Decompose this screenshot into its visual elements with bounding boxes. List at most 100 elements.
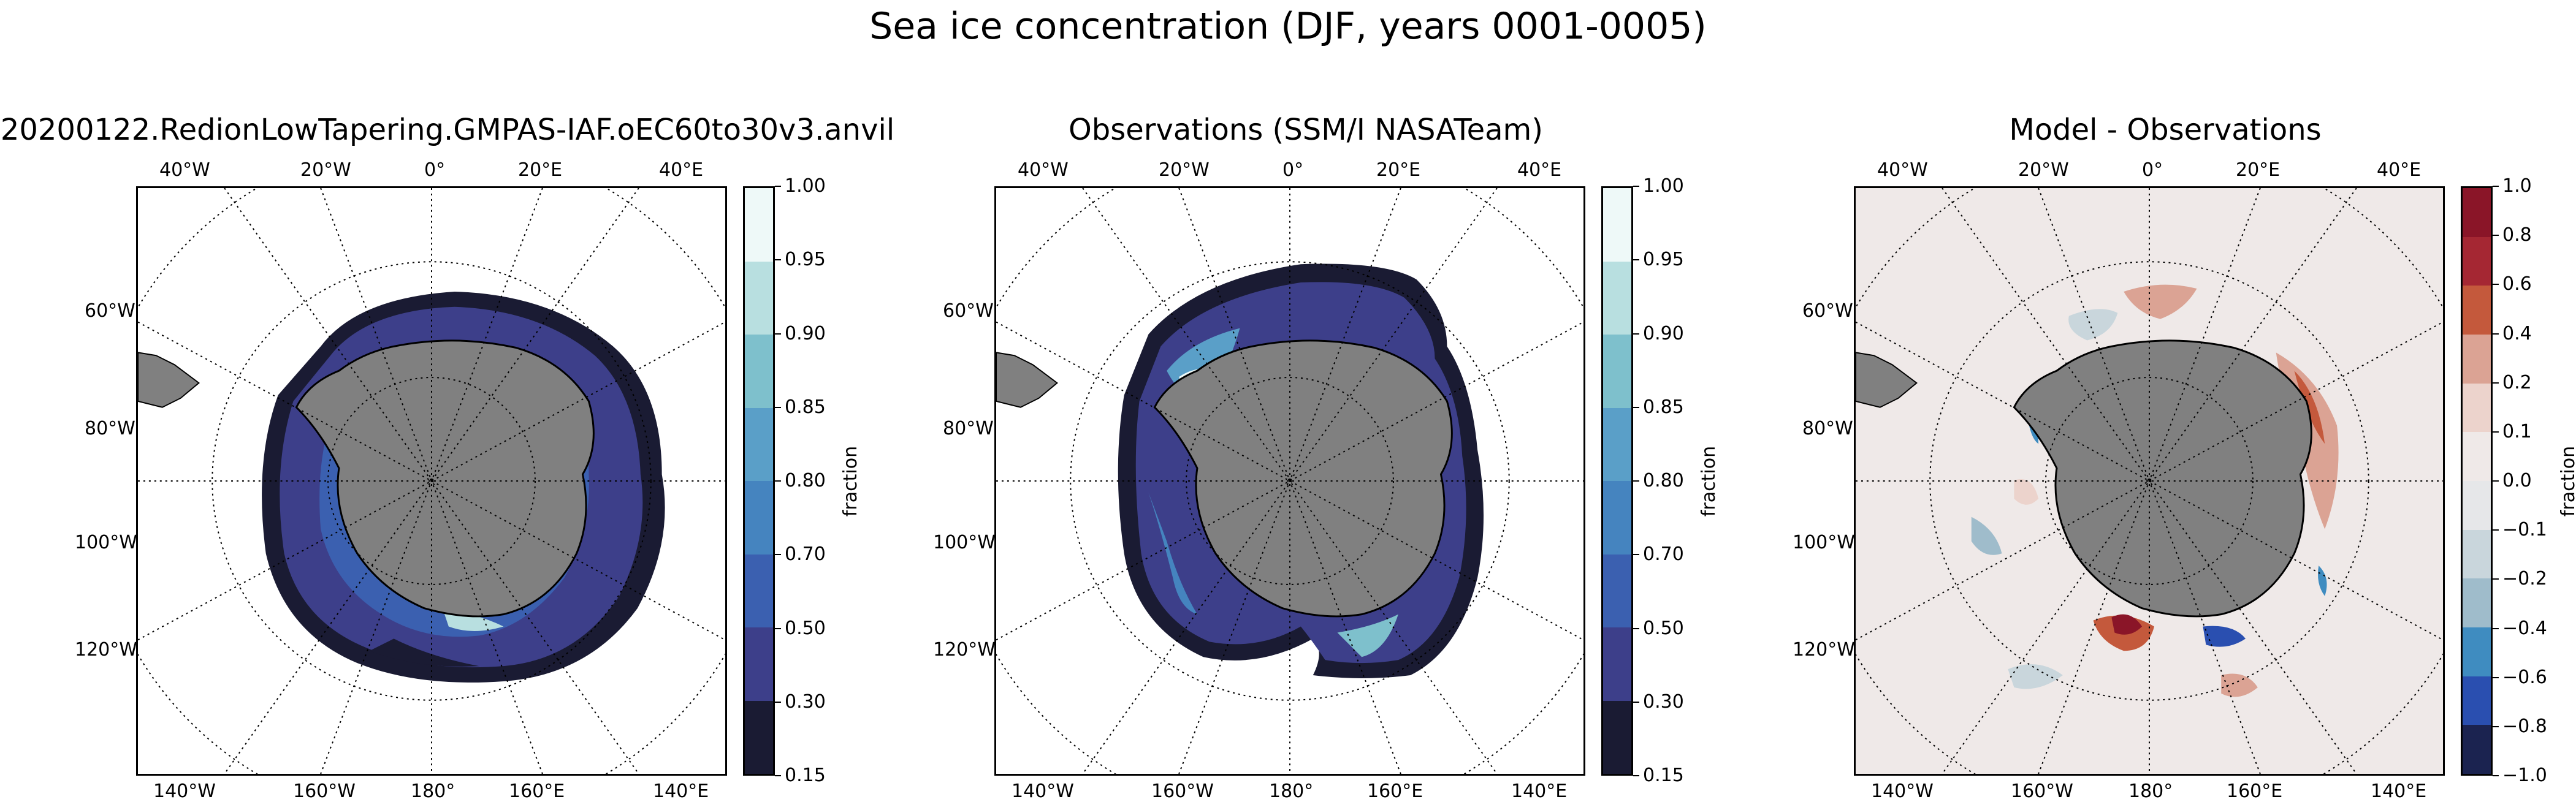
colorbar-swatch bbox=[2463, 578, 2491, 628]
south-america-tip bbox=[1856, 352, 1918, 408]
colorbar-tick bbox=[2493, 480, 2499, 482]
panel-title-observations: Observations (SSM/I NASATeam) bbox=[1068, 113, 1544, 147]
left-lat-label: 80°W bbox=[943, 418, 994, 439]
colorbar-swatch bbox=[745, 481, 773, 555]
top-lon-label: 20°W bbox=[2018, 159, 2069, 181]
top-lon-label: 0° bbox=[424, 159, 446, 181]
colorbar-swatch bbox=[1603, 700, 1631, 774]
colorbar-tick-label: 0.70 bbox=[785, 543, 826, 566]
panel-title-difference: Model - Observations bbox=[2009, 113, 2322, 147]
colorbar-swatch bbox=[2463, 237, 2491, 286]
colorbar-tick bbox=[775, 186, 781, 187]
colorbar-tick bbox=[2493, 284, 2499, 286]
colorbar-swatch bbox=[1603, 481, 1631, 555]
left-lat-label: 120°W bbox=[933, 639, 996, 660]
colorbar-label: fraction bbox=[2558, 445, 2576, 517]
left-lat-label: 100°W bbox=[933, 532, 996, 553]
colorbar-tick bbox=[1633, 406, 1639, 408]
bottom-lon-label: 140°W bbox=[1012, 781, 1074, 802]
colorbar-tick bbox=[1633, 480, 1639, 482]
colorbar-tick bbox=[1633, 186, 1639, 187]
colorbar-tick-label: 1.00 bbox=[1643, 175, 1684, 197]
colorbar-tick-label: 0.8 bbox=[2502, 224, 2532, 246]
top-lon-label: 40°W bbox=[159, 159, 210, 181]
colorbar-tick bbox=[2493, 676, 2499, 678]
bottom-lon-label: 160°E bbox=[2227, 781, 2283, 802]
colorbar-tick-label: 0.80 bbox=[785, 470, 826, 491]
bottom-lon-label: 140°W bbox=[153, 781, 216, 802]
south-america-tip bbox=[996, 352, 1058, 408]
left-lat-label: 80°W bbox=[1802, 418, 1853, 439]
colorbar-tick-label: −0.2 bbox=[2502, 568, 2547, 590]
left-lat-label: 100°W bbox=[1793, 532, 1855, 553]
graticule bbox=[138, 188, 725, 774]
colorbar-tick-label: 0.15 bbox=[785, 765, 826, 786]
colorbar-swatch bbox=[1603, 627, 1631, 701]
top-lon-label: 40°W bbox=[1018, 159, 1069, 181]
colorbar-swatch bbox=[1603, 261, 1631, 335]
colorbar-tick-label: 0.2 bbox=[2502, 371, 2532, 393]
colorbar-swatch bbox=[745, 335, 773, 408]
colorbar-swatch bbox=[2463, 335, 2491, 384]
bottom-lon-label: 160°E bbox=[509, 781, 565, 802]
colorbar-tick-label: 0.70 bbox=[1643, 543, 1684, 566]
colorbar-tick-label: −0.1 bbox=[2502, 519, 2547, 541]
colorbar-tick-label: 0.15 bbox=[1643, 765, 1684, 786]
colorbar-tick bbox=[775, 480, 781, 482]
left-lat-label: 120°W bbox=[75, 639, 137, 660]
colorbar-swatch bbox=[1603, 335, 1631, 408]
colorbar-tick bbox=[2493, 235, 2499, 237]
colorbar-tick bbox=[2493, 529, 2499, 531]
bottom-lon-label: 180° bbox=[1269, 781, 1314, 802]
colorbar-tick bbox=[1633, 627, 1639, 629]
top-lon-label: 20°E bbox=[2236, 159, 2281, 181]
figure-title: Sea ice concentration (DJF, years 0001-0… bbox=[869, 5, 1707, 48]
top-lon-label: 40°E bbox=[2377, 159, 2422, 181]
colorbar-swatch bbox=[1603, 554, 1631, 627]
colorbar-tick-label: 1.00 bbox=[785, 175, 826, 197]
bottom-lon-label: 140°E bbox=[653, 781, 709, 802]
colorbar-swatch bbox=[2463, 383, 2491, 433]
colorbar-tick-label: 0.50 bbox=[785, 617, 826, 639]
colorbar-tick bbox=[2493, 578, 2499, 580]
colorbar-tick-label: 0.95 bbox=[1643, 249, 1684, 271]
map-difference bbox=[1854, 186, 2445, 776]
colorbar-tick bbox=[2493, 186, 2499, 187]
top-lon-label: 20°E bbox=[518, 159, 563, 181]
colorbar-swatch bbox=[2463, 627, 2491, 676]
colorbar-tick bbox=[775, 701, 781, 703]
left-lat-label: 100°W bbox=[75, 532, 137, 553]
bottom-lon-label: 180° bbox=[411, 781, 455, 802]
top-lon-label: 0° bbox=[1282, 159, 1304, 181]
colorbar-tick-label: 0.85 bbox=[785, 396, 826, 418]
map-model bbox=[136, 186, 727, 776]
colorbar-swatch bbox=[745, 261, 773, 335]
top-lon-label: 40°E bbox=[1517, 159, 1562, 181]
bottom-lon-label: 160°W bbox=[293, 781, 356, 802]
top-lon-label: 0° bbox=[2142, 159, 2163, 181]
colorbar bbox=[743, 186, 775, 776]
colorbar bbox=[2461, 186, 2493, 776]
left-lat-label: 60°W bbox=[943, 300, 994, 322]
colorbar-swatch bbox=[745, 554, 773, 627]
colorbar-tick-label: 0.90 bbox=[1643, 322, 1684, 344]
colorbar-swatch bbox=[2463, 676, 2491, 725]
map-observations bbox=[994, 186, 1585, 776]
top-lon-label: 40°W bbox=[1877, 159, 1928, 181]
colorbar-tick-label: −1.0 bbox=[2502, 765, 2547, 786]
antarctica-land bbox=[2013, 339, 2312, 618]
colorbar-tick bbox=[775, 627, 781, 629]
graticule bbox=[996, 188, 1583, 774]
bottom-lon-label: 140°E bbox=[2371, 781, 2427, 802]
colorbar-label: fraction bbox=[840, 445, 862, 517]
left-lat-label: 120°W bbox=[1793, 639, 1855, 660]
south-america-tip bbox=[138, 352, 200, 408]
colorbar-swatch bbox=[745, 407, 773, 481]
colorbar-tick-label: 0.80 bbox=[1643, 470, 1684, 491]
graticule bbox=[1856, 188, 2443, 774]
top-lon-label: 40°E bbox=[659, 159, 704, 181]
bottom-lon-label: 140°E bbox=[1511, 781, 1568, 802]
colorbar-tick bbox=[1633, 333, 1639, 335]
colorbar-tick bbox=[775, 333, 781, 335]
colorbar-swatch bbox=[2463, 481, 2491, 530]
